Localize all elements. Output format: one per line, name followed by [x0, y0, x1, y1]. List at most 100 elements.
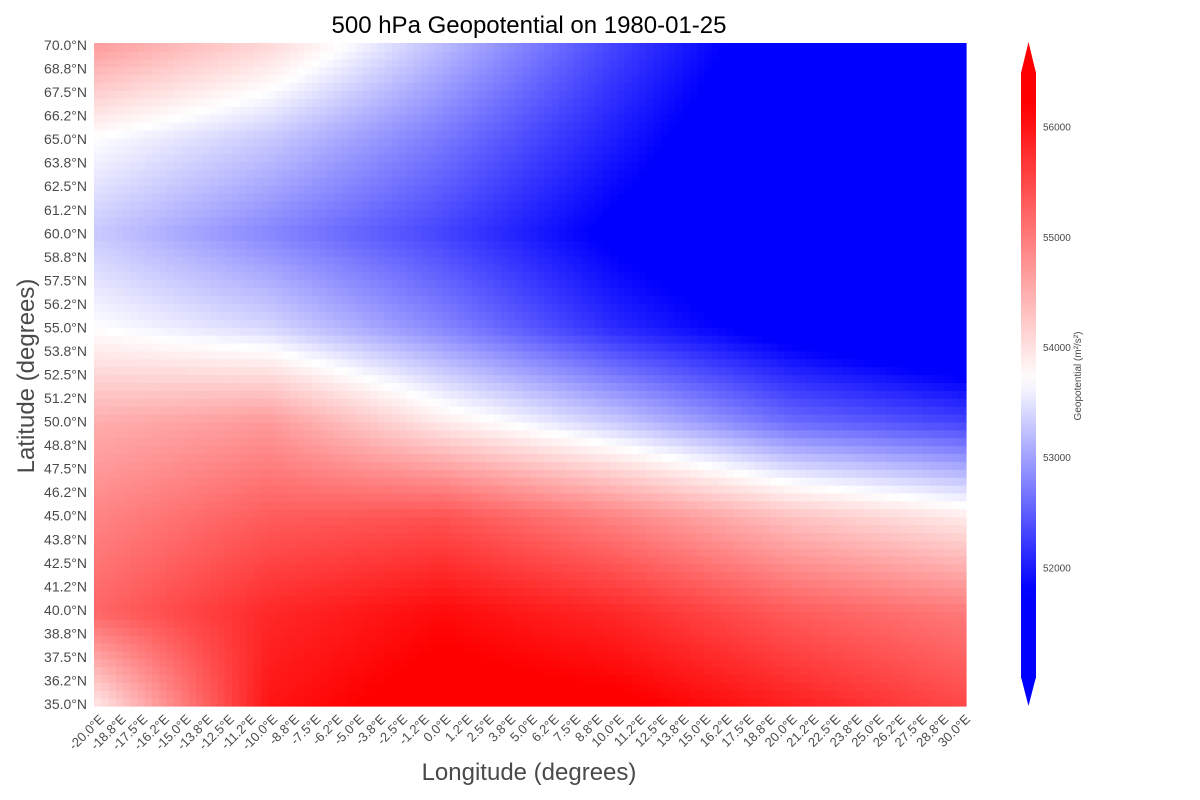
heatmap-cell	[639, 634, 647, 644]
heatmap-cell	[377, 524, 386, 533]
heatmap-cell	[915, 500, 923, 510]
heatmap-cell	[755, 516, 764, 526]
heatmap-cell	[282, 398, 291, 407]
heatmap-cell	[268, 453, 277, 462]
heatmap-cell	[668, 540, 676, 549]
heatmap-cell	[304, 690, 313, 699]
heatmap-cell	[588, 587, 596, 597]
heatmap-cell	[115, 421, 124, 431]
heatmap-cell	[384, 611, 393, 620]
heatmap-cell	[101, 548, 110, 557]
heatmap-cell	[450, 508, 458, 518]
heatmap-cell	[217, 603, 226, 612]
heatmap-cell	[580, 413, 589, 423]
heatmap-cell	[232, 587, 240, 597]
heatmap-cell	[915, 413, 923, 423]
heatmap-cell	[370, 413, 378, 423]
heatmap-cell	[871, 524, 880, 533]
heatmap-cell	[123, 595, 131, 604]
heatmap-cell	[813, 548, 822, 557]
heatmap-cell	[624, 492, 633, 502]
heatmap-cell	[312, 611, 320, 620]
heatmap-cell	[740, 556, 749, 565]
heatmap-cell	[210, 524, 219, 533]
heatmap-cell	[958, 453, 967, 462]
heatmap-cell	[682, 666, 691, 676]
heatmap-cell	[668, 532, 676, 541]
heatmap-cell	[319, 579, 328, 589]
heatmap-cell	[573, 587, 582, 597]
heatmap-cell	[602, 595, 611, 604]
heatmap-cell	[689, 398, 698, 407]
heatmap-cell	[864, 650, 873, 660]
heatmap-cell	[806, 690, 814, 699]
heatmap-cell	[718, 421, 727, 431]
heatmap-cell	[464, 634, 473, 644]
heatmap-cell	[261, 524, 269, 533]
heatmap-cell	[958, 492, 967, 502]
heatmap-cell	[573, 477, 582, 486]
heatmap-cell	[827, 674, 836, 683]
heatmap-cell	[617, 492, 626, 502]
heatmap-cell	[944, 516, 953, 526]
heatmap-cell	[718, 485, 727, 494]
heatmap-cell	[217, 374, 226, 383]
heatmap-cell	[704, 429, 713, 439]
heatmap-cell	[101, 603, 110, 612]
heatmap-cell	[341, 461, 349, 470]
heatmap-cell	[944, 666, 953, 676]
heatmap-cell	[413, 603, 422, 612]
heatmap-cell	[312, 477, 320, 486]
heatmap-cell	[195, 524, 204, 533]
heatmap-cell	[849, 627, 858, 636]
heatmap-cell	[660, 453, 669, 462]
heatmap-cell	[798, 398, 807, 407]
heatmap-cell	[813, 429, 822, 439]
heatmap-cell	[602, 413, 611, 423]
heatmap-cell	[864, 492, 873, 502]
heatmap-cell	[290, 642, 299, 652]
heatmap-cell	[675, 666, 684, 676]
heatmap-cell	[421, 571, 429, 581]
heatmap-cell	[101, 492, 110, 502]
heatmap-cell	[275, 595, 284, 604]
heatmap-cell	[181, 690, 190, 699]
heatmap-cell	[820, 453, 829, 462]
heatmap-cell	[159, 406, 168, 415]
heatmap-cell	[551, 461, 560, 470]
heatmap-cell	[900, 382, 909, 391]
heatmap-cell	[922, 492, 931, 502]
heatmap-cell	[515, 516, 524, 526]
heatmap-cell	[711, 492, 720, 502]
heatmap-cell	[617, 658, 626, 668]
heatmap-cell	[181, 500, 190, 510]
heatmap-cell	[130, 642, 139, 652]
heatmap-cell	[471, 666, 480, 676]
heatmap-cell	[566, 508, 575, 518]
heatmap-cell	[377, 548, 386, 557]
heatmap-cell	[188, 658, 197, 668]
heatmap-cell	[203, 650, 211, 660]
heatmap-cell	[297, 690, 306, 699]
heatmap-cell	[537, 642, 546, 652]
heatmap-cell	[958, 642, 967, 652]
heatmap-cell	[907, 516, 916, 526]
heatmap-cell	[413, 563, 422, 573]
heatmap-cell	[544, 398, 553, 407]
heatmap-cell	[864, 627, 873, 636]
heatmap-cell	[697, 634, 705, 644]
heatmap-cell	[94, 556, 102, 565]
heatmap-cell	[479, 674, 487, 683]
heatmap-cell	[203, 421, 211, 431]
heatmap-cell	[442, 477, 451, 486]
heatmap-cell	[290, 571, 299, 581]
heatmap-cell	[152, 445, 160, 455]
heatmap-cell	[435, 406, 444, 415]
heatmap-cell	[668, 603, 676, 612]
heatmap-cell	[646, 674, 655, 683]
heatmap-cell	[820, 461, 829, 470]
heatmap-cell	[391, 532, 400, 541]
heatmap-cell	[813, 563, 822, 573]
heatmap-cell	[646, 524, 655, 533]
heatmap-cell	[253, 461, 262, 470]
